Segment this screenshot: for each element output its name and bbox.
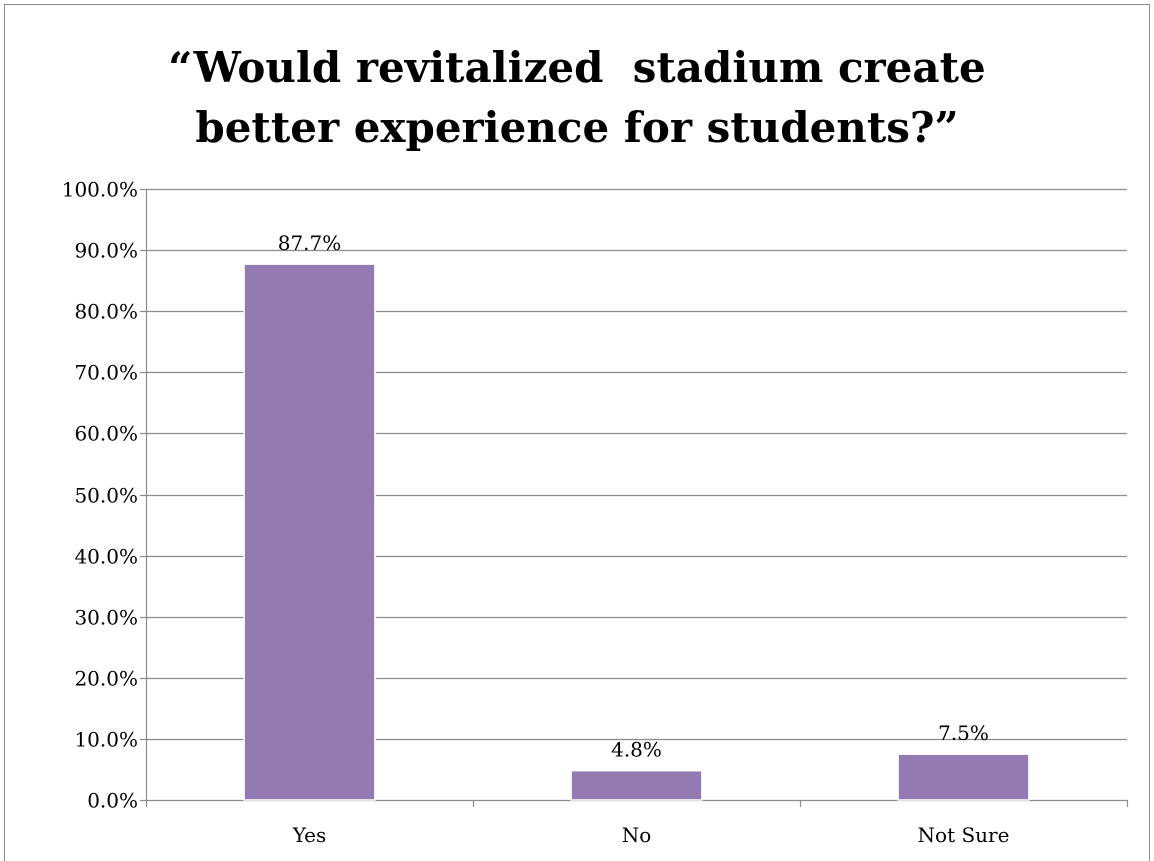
chart-title: “Would revitalized stadium create better… (0, 38, 1154, 158)
bar-yes (243, 263, 376, 801)
bar-value-label: 4.8% (611, 738, 662, 762)
labels: 0.0% 10.0% 20.0% 30.0% 40.0% 50.0% 60.0% 70.0% 8… (62, 178, 1010, 848)
bar-not-sure (897, 753, 1030, 801)
y-tick-label: 10.0% (74, 728, 138, 752)
y-tick-label: 30.0% (74, 606, 138, 630)
bar-value-label: 7.5% (938, 721, 989, 745)
y-tick-label: 20.0% (74, 667, 138, 691)
y-tick-label: 60.0% (74, 422, 138, 446)
y-tick-label: 80.0% (74, 300, 138, 324)
x-tick-label: No (622, 823, 652, 847)
y-tick-label: 90.0% (74, 239, 138, 263)
chart-title-line-2: better experience for students?” (195, 103, 959, 152)
x-tick-label: Yes (292, 823, 327, 847)
y-tick-label: 40.0% (74, 545, 138, 569)
y-tick-label: 70.0% (74, 361, 138, 385)
bar-value-label: 87.7% (278, 231, 342, 255)
bar-no (570, 769, 703, 801)
chart-title-line-1: “Would revitalized stadium create (168, 43, 986, 92)
bars (243, 263, 1030, 801)
x-tick-label: Not Sure (918, 823, 1010, 847)
chart-frame (4, 4, 1150, 861)
y-tick-label: 0.0% (87, 789, 138, 813)
y-tick-label: 50.0% (74, 484, 138, 508)
y-tick-label: 100.0% (62, 178, 138, 202)
